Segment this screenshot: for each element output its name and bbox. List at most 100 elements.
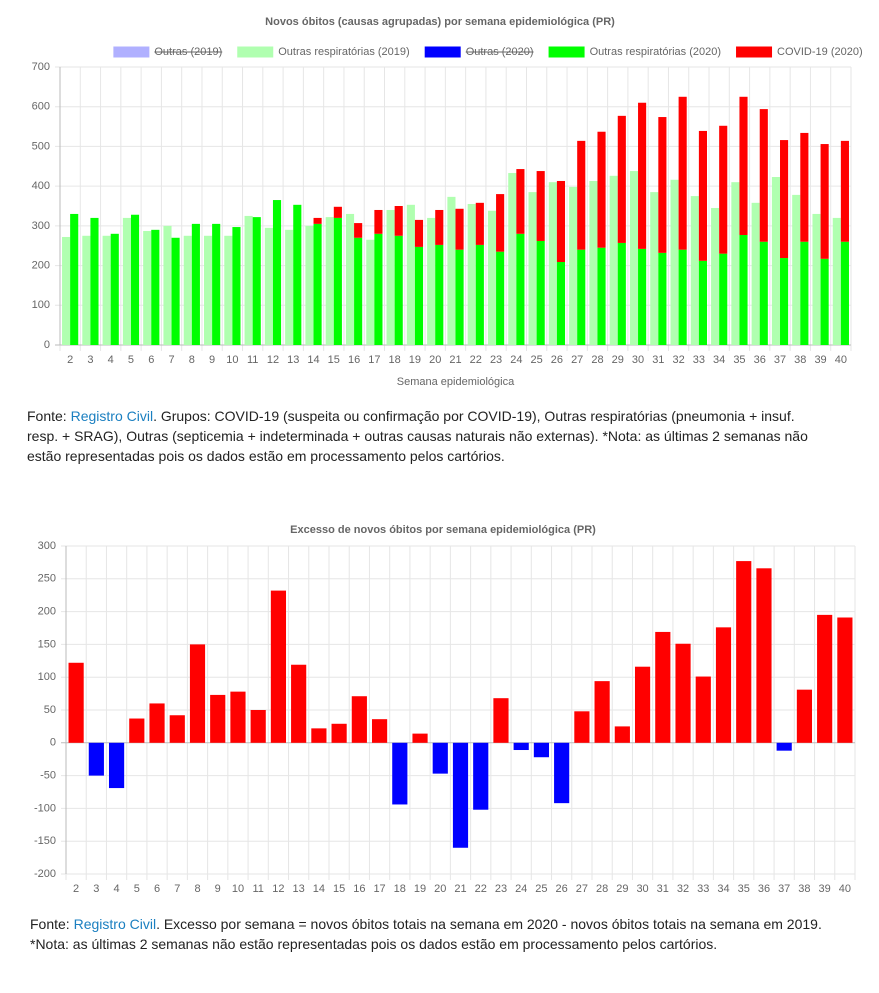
x-tick-label: 17 (368, 354, 380, 366)
y-tick-label: 100 (32, 299, 50, 311)
y-tick-label: 0 (44, 339, 50, 351)
bar (374, 233, 383, 345)
x-tick-label: 26 (556, 883, 568, 895)
x-tick-label: 15 (333, 883, 345, 895)
x-tick-label: 38 (794, 354, 806, 366)
y-tick-label: 300 (32, 220, 50, 232)
source-link[interactable]: Registro Civil (70, 408, 154, 424)
bar (658, 117, 667, 253)
bar (536, 240, 545, 345)
y-tick-label: 50 (44, 704, 56, 716)
x-tick-label: 37 (774, 354, 786, 366)
bar (569, 186, 578, 345)
bar (597, 131, 606, 248)
x-tick-label: 31 (657, 883, 669, 895)
bar (655, 631, 671, 743)
bar (475, 244, 484, 345)
bar (224, 235, 233, 345)
bar (371, 719, 388, 743)
bar (108, 742, 125, 789)
bar (528, 192, 537, 345)
x-tick-label: 20 (429, 354, 441, 366)
bar (394, 206, 403, 236)
bar (698, 130, 707, 261)
x-tick-label: 21 (454, 883, 466, 895)
bar (455, 208, 464, 250)
y-tick-label: 100 (38, 671, 56, 683)
bar (345, 213, 355, 345)
bar (736, 561, 752, 743)
bar (638, 102, 647, 249)
x-tick-label: 34 (713, 354, 725, 366)
bar (264, 227, 273, 345)
y-tick-label: 400 (32, 180, 50, 192)
bar (313, 223, 322, 345)
x-tick-label: 2 (73, 883, 79, 895)
bar (678, 96, 687, 250)
bar (130, 214, 140, 345)
bar (129, 718, 145, 743)
bar (354, 237, 363, 345)
chart-title: Excesso de novos óbitos por semana epide… (290, 524, 596, 536)
chart-title: Novos óbitos (causas agrupadas) por sema… (265, 16, 615, 28)
x-tick-label: 24 (515, 883, 527, 895)
x-tick-label: 35 (738, 883, 750, 895)
bar (715, 627, 732, 743)
legend-swatch (736, 46, 773, 58)
bar (817, 614, 833, 743)
bar (70, 213, 79, 345)
bar (675, 643, 691, 743)
x-tick-label: 16 (348, 354, 360, 366)
source-link[interactable]: Registro Civil (73, 916, 157, 932)
y-tick-label: -150 (34, 835, 56, 847)
x-tick-label: 7 (168, 354, 174, 366)
bar (291, 664, 307, 743)
bar (670, 179, 679, 345)
bar (366, 239, 375, 345)
bar (88, 742, 104, 776)
bar (589, 180, 598, 345)
x-tick-label: 19 (414, 883, 426, 895)
x-tick-label: 5 (134, 883, 140, 895)
bar (751, 202, 760, 345)
bar (250, 710, 266, 743)
x-tick-label: 12 (272, 883, 284, 895)
bar (414, 219, 424, 247)
bar (171, 237, 180, 345)
x-tick-label: 6 (148, 354, 154, 366)
bar (759, 241, 768, 345)
bar (272, 200, 282, 345)
x-tick-label: 14 (313, 883, 325, 895)
bar (151, 229, 160, 345)
legend-label: COVID-19 (2020) (777, 46, 863, 58)
x-tick-label: 6 (154, 883, 160, 895)
bar (536, 171, 545, 241)
bar (638, 248, 647, 345)
bar (556, 261, 566, 345)
bar (695, 676, 711, 743)
bar (374, 209, 383, 234)
bar (447, 196, 456, 345)
bar (163, 225, 172, 345)
bar (394, 235, 403, 345)
x-tick-label: 5 (128, 354, 134, 366)
bar (548, 182, 557, 345)
y-tick-label: 600 (32, 101, 50, 113)
bar (331, 723, 347, 743)
bar (577, 249, 586, 345)
x-tick-label: 36 (758, 883, 770, 895)
x-tick-label: 20 (434, 883, 446, 895)
bar (122, 217, 131, 345)
x-tick-label: 30 (632, 354, 644, 366)
y-tick-label: 150 (38, 638, 56, 650)
x-tick-label: 28 (591, 354, 603, 366)
bar (68, 662, 84, 743)
y-tick-label: -200 (34, 868, 56, 880)
x-tick-label: 18 (394, 883, 406, 895)
bar (840, 140, 849, 242)
bar (800, 241, 809, 345)
x-tick-label: 14 (307, 354, 319, 366)
bar (475, 202, 484, 245)
caption: Fonte: Registro Civil. Excesso por seman… (30, 914, 860, 954)
